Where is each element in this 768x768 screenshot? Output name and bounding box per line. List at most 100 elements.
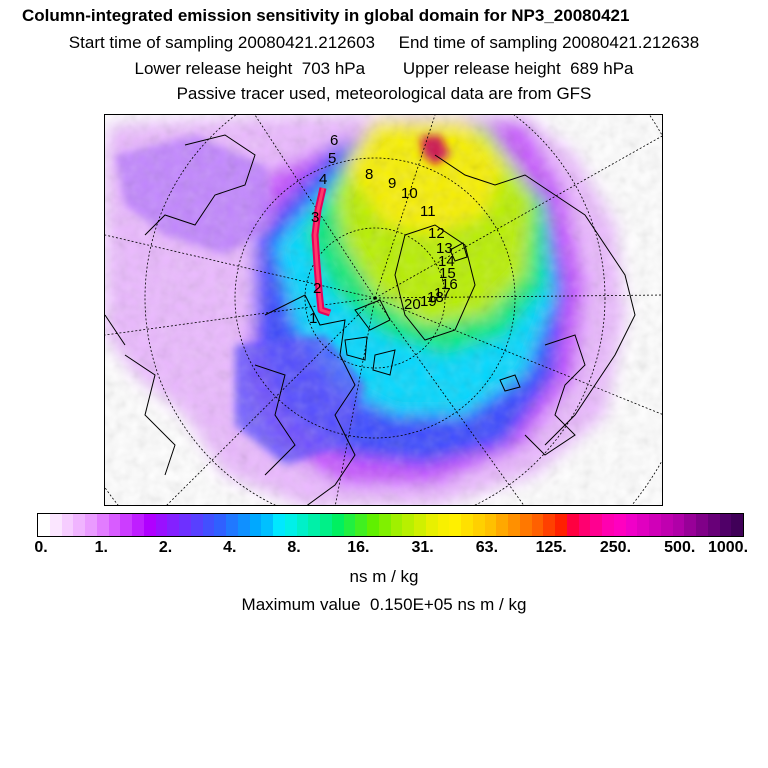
sensitivity-field xyxy=(105,115,662,505)
colorbar-tick-label: 1. xyxy=(94,539,108,556)
trajectory-label: 8 xyxy=(365,166,373,183)
meridian-s xyxy=(334,297,376,505)
coast-eurasia xyxy=(434,154,636,446)
colorbar-segment xyxy=(284,514,297,536)
colorbar-segment xyxy=(402,514,414,536)
trajectory-label: 14 xyxy=(438,253,455,270)
colorbar-segment xyxy=(519,514,532,536)
colorbar-segment xyxy=(625,514,638,536)
graticule xyxy=(105,115,662,505)
trajectory-path-core xyxy=(313,187,331,315)
coast-greenland xyxy=(394,224,476,341)
meridian-n xyxy=(374,115,436,299)
colorbar-segment xyxy=(261,514,273,536)
coast-svalbard xyxy=(449,242,468,262)
colorbar-segment xyxy=(437,514,450,536)
colorbar-segment xyxy=(566,514,579,536)
colorbar-segment xyxy=(320,514,332,536)
colorbar-segment xyxy=(85,514,97,536)
sampling-times: Start time of sampling 20080421.212603 E… xyxy=(0,33,768,53)
meridian-sw xyxy=(166,297,376,505)
colorbar-tick-labels: 0. 1. 2. 4. 8. 16. 31. 63. 125. 250. 500. 1000. xyxy=(0,539,768,559)
colorbar-segment xyxy=(484,514,497,536)
colorbar-tick-label: 16. xyxy=(347,539,370,556)
colorbar-segment xyxy=(543,514,555,536)
colorbar-segment xyxy=(696,514,708,536)
trajectory-label: 9 xyxy=(388,175,396,192)
colorbar-segment xyxy=(367,514,379,536)
colorbar-segment xyxy=(590,514,602,536)
colorbar-segment xyxy=(190,514,203,536)
colorbar-segment xyxy=(472,514,485,536)
trajectory-label: 12 xyxy=(428,225,445,242)
coast-far-east xyxy=(105,314,176,476)
colorbar-segment xyxy=(237,514,250,536)
start-time-label: Start time of sampling 20080421.212603 xyxy=(68,33,376,52)
colorbar-segment xyxy=(214,514,226,536)
colorbar-segment xyxy=(331,514,344,536)
meridian-w2 xyxy=(105,297,376,336)
trajectory-label: 6 xyxy=(330,132,338,149)
colorbar-segment xyxy=(660,514,673,536)
colorbar-segment xyxy=(343,514,356,536)
end-time-label: End time of sampling 20080421.212638 xyxy=(398,33,700,52)
colorbar-segment xyxy=(731,514,743,536)
colorbar-tick-label: 8. xyxy=(287,539,301,556)
colorbar-segment xyxy=(273,514,285,536)
figure-title: Column-integrated emission sensitivity i… xyxy=(22,6,630,25)
colorbar-segment xyxy=(684,514,696,536)
colorbar-segment xyxy=(96,514,109,536)
trajectory-label: 13 xyxy=(436,240,453,257)
trajectory-label: 17 xyxy=(434,285,451,302)
trajectory-label: 11 xyxy=(420,203,436,220)
colorbar-segment xyxy=(61,514,74,536)
colorbar-segment xyxy=(390,514,403,536)
colorbar-segment xyxy=(449,514,461,536)
trajectory-label: 19 xyxy=(420,293,437,310)
colorbar-segment xyxy=(155,514,168,536)
colorbar-segment xyxy=(531,514,544,536)
latitude-circle-80 xyxy=(304,227,446,369)
colorbar-segment xyxy=(461,514,473,536)
colorbar-tick-label: 4. xyxy=(223,539,237,556)
colorbar-segment xyxy=(414,514,426,536)
colorbar-segment xyxy=(296,514,309,536)
upper-release-label: Upper release height 689 hPa xyxy=(402,59,634,78)
field-texture xyxy=(105,115,662,505)
colorbar-segment xyxy=(143,514,156,536)
colorbar-segment xyxy=(425,514,438,536)
meridian-se xyxy=(374,297,525,505)
colorbar xyxy=(37,513,744,537)
trajectory-label: 5 xyxy=(328,150,336,167)
colorbar-segment xyxy=(120,514,132,536)
meridian-e2 xyxy=(374,294,662,299)
meridian-ne xyxy=(374,135,662,299)
maximum-value: Maximum value 0.150E+05 ns m / kg xyxy=(241,595,527,614)
trajectory-label: 20 xyxy=(404,296,421,313)
coast-alaska xyxy=(144,134,256,236)
colorbar-segment xyxy=(672,514,685,536)
latitude-circle-70 xyxy=(234,157,516,439)
colorbar-segment xyxy=(649,514,661,536)
colorbar-segment xyxy=(719,514,732,536)
colorbar-segment xyxy=(179,514,191,536)
colorbar-segment xyxy=(637,514,649,536)
colorbar-units: ns m / kg xyxy=(349,567,419,586)
colorbar-segment xyxy=(378,514,391,536)
colorbar-segment xyxy=(249,514,262,536)
colorbar-segment xyxy=(108,514,121,536)
release-heights: Lower release height 703 hPa Upper relea… xyxy=(0,59,768,79)
colorbar-segment xyxy=(49,514,62,536)
latitude-circle-60 xyxy=(144,115,606,505)
colorbar-segment xyxy=(555,514,567,536)
colorbar-segment xyxy=(308,514,320,536)
coast-north-america xyxy=(254,294,356,505)
trajectory-label: 2 xyxy=(313,280,321,297)
colorbar-tick-label: 250. xyxy=(599,539,632,556)
colorbar-segment xyxy=(613,514,626,536)
colorbar-tick-label: 1000. xyxy=(707,539,749,556)
colorbar-segment xyxy=(602,514,614,536)
colorbar-segment xyxy=(202,514,215,536)
coast-canadian-islands xyxy=(344,299,396,376)
map-svg: 6 5 4 3 2 1 8 9 10 11 12 13 14 15 16 17 … xyxy=(105,115,662,505)
